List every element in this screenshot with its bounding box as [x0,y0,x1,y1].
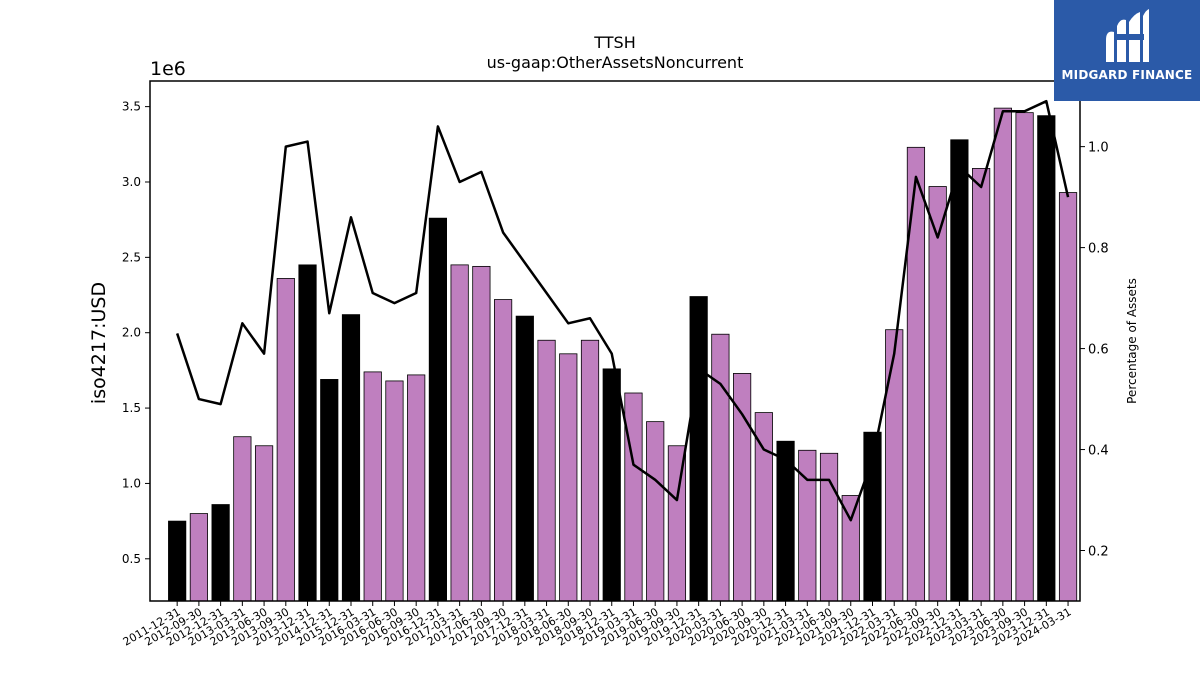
chart-subtitle: us-gaap:OtherAssetsNoncurrent [487,53,744,72]
y-tick-label-1.5: 1.5 [122,401,141,415]
bar-2015-12-31 [341,314,361,602]
y-tick-label-3.5: 3.5 [122,100,141,114]
y-axis-label: iso4217:USD [88,282,110,404]
bar-2019-12-31 [689,296,708,602]
brand-name: MIDGARD FINANCE [1061,68,1193,82]
bar-2016-12-31 [428,217,448,602]
y-offset-label: 1e6 [150,58,186,80]
bar-2017-09-30 [493,299,513,602]
y-tick-label-3.0: 3.0 [122,175,141,189]
bar-2016-03-31 [363,371,382,602]
bar-2019-03-31 [624,392,643,602]
bar-2023-06-30 [993,107,1012,602]
bar-2020-03-31 [711,333,730,602]
bar-2012-12-31 [211,504,230,602]
line-group [175,99,1070,522]
y2-tick-label-0.6: 0.6 [1088,343,1109,358]
bar-2014-12-31 [320,379,339,602]
y-tick-label-1.0: 1.0 [122,476,141,490]
plot-frame [149,80,1081,602]
bar-2023-09-30 [1015,112,1034,602]
bar-2017-03-31 [450,264,469,602]
percentage-line [175,99,1070,522]
chart-title: TTSH [593,33,635,52]
bar-2012-09-30 [189,513,208,602]
bar-2022-06-30 [906,146,926,602]
y2-tick-label-0.8: 0.8 [1088,242,1109,257]
bar-2013-12-31 [298,264,317,602]
y2-tick-label-0.2: 0.2 [1088,545,1109,560]
bar-2022-09-30 [928,186,947,602]
bar-2013-09-30 [276,278,295,602]
y2-tick-label-1.0: 1.0 [1088,141,1109,156]
y-tick-label-0.5: 0.5 [122,552,141,566]
bar-2021-06-30 [819,452,839,602]
bar-2022-12-31 [950,139,969,602]
bar-group [168,107,1078,602]
bar-2018-03-31 [537,339,556,602]
bar-2013-06-30 [254,445,274,602]
midgard-logo-icon [1106,9,1149,63]
axes: 0.51.01.52.02.53.03.50.20.40.60.81.02011… [121,80,1109,649]
bar-2016-06-30 [385,380,404,602]
y2-tick-label-0.4: 0.4 [1088,444,1109,459]
bar-2019-06-30 [646,421,665,602]
brand-logo: MIDGARD FINANCE [1054,0,1200,101]
bar-2024-03-31 [1058,192,1078,602]
bar-2013-03-31 [233,436,252,602]
y-tick-label-2.5: 2.5 [122,250,141,264]
bar-2016-09-30 [407,374,426,602]
bar-2022-03-31 [885,329,904,602]
bar-2023-03-31 [972,168,991,602]
bar-2017-12-31 [515,315,534,602]
bar-2017-06-30 [472,265,491,602]
bar-2023-12-31 [1037,115,1056,602]
bar-2018-09-30 [580,339,600,602]
bar-2018-12-31 [602,368,621,602]
bar-2018-06-30 [559,353,578,602]
y2-axis-label: Percentage of Assets [1125,278,1139,404]
y-tick-label-2.0: 2.0 [122,326,141,340]
bar-2011-12-31 [168,520,187,602]
